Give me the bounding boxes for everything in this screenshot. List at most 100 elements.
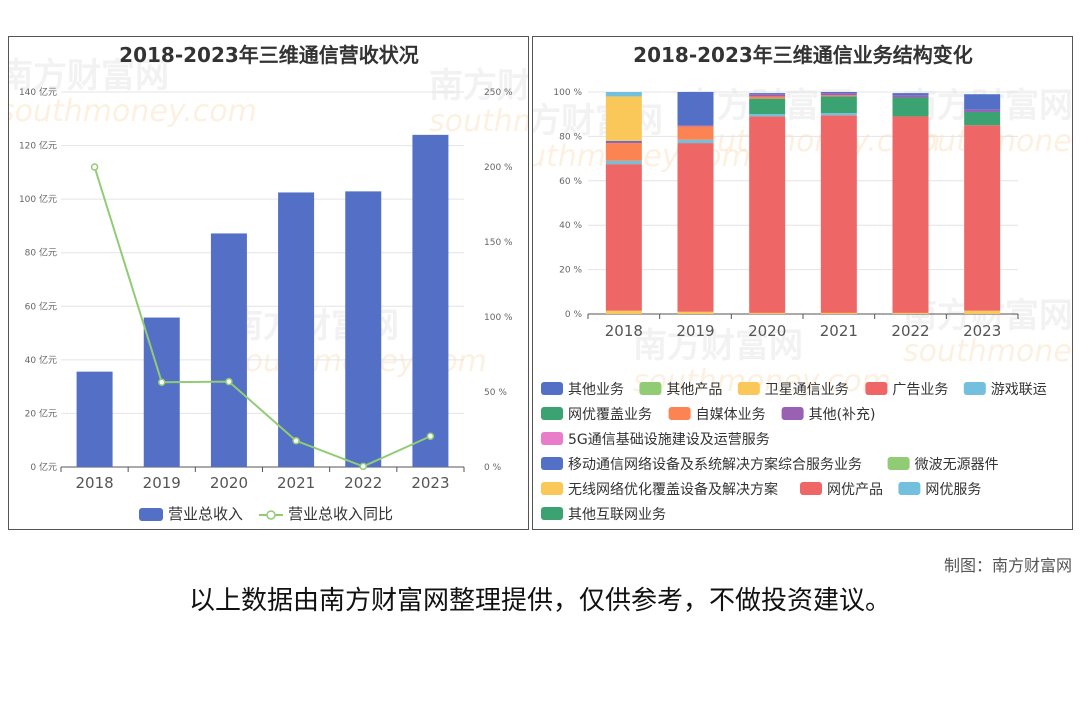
legend-label: 其他互联网业务 bbox=[568, 507, 666, 523]
legend-swatch bbox=[963, 382, 986, 395]
stack-segment bbox=[749, 98, 786, 115]
stack-segment bbox=[892, 312, 929, 314]
stack-segment bbox=[605, 143, 642, 161]
stack-segment bbox=[749, 116, 786, 313]
stack-segment bbox=[605, 96, 642, 141]
stack-segment bbox=[605, 92, 642, 97]
revenue-bar bbox=[278, 192, 315, 468]
stack-segment bbox=[677, 311, 714, 314]
legend-label: 网优服务 bbox=[925, 482, 981, 498]
legend-label: 广告业务 bbox=[892, 382, 948, 398]
legend-swatch bbox=[781, 407, 804, 420]
legend-label: 其他(补充) bbox=[809, 407, 876, 423]
stack-segment bbox=[820, 95, 857, 97]
revenue-bar bbox=[210, 233, 247, 467]
y-right-tick-label: 0 % bbox=[484, 463, 502, 473]
stack-segment bbox=[749, 114, 786, 117]
revenue-bar bbox=[76, 371, 113, 467]
y-left-tick-label: 100 亿元 bbox=[19, 193, 57, 205]
watermark-brand: 南方财富网 bbox=[429, 66, 529, 106]
revenue-chart-panel: 南方财富网southmoney.com南方财富网southmoney.com南方… bbox=[8, 36, 529, 530]
legend-swatch bbox=[800, 482, 822, 495]
watermark-site: southmoney.com bbox=[429, 104, 529, 139]
legend-swatch bbox=[887, 457, 910, 470]
y-tick-label: 0 % bbox=[565, 310, 583, 320]
stack-segment bbox=[677, 125, 714, 127]
x-tick-label: 2021 bbox=[820, 322, 858, 340]
x-tick-label: 2019 bbox=[143, 474, 181, 492]
stack-segment bbox=[964, 310, 1001, 314]
revenue-bar bbox=[345, 191, 382, 467]
stack-segment bbox=[749, 312, 786, 314]
x-tick-label: 2023 bbox=[963, 322, 1001, 340]
stack-segment bbox=[820, 96, 857, 114]
legend-swatch bbox=[541, 482, 563, 495]
legend-swatch bbox=[737, 382, 760, 395]
x-tick-label: 2019 bbox=[676, 322, 714, 340]
chart-credit: 制图：南方财富网 bbox=[943, 556, 1072, 575]
y-left-tick-label: 0 亿元 bbox=[30, 461, 57, 473]
stack-segment bbox=[677, 92, 714, 126]
legend-label-revenue: 营业总收入 bbox=[168, 505, 243, 523]
legend-label: 5G通信基础设施建设及运营服务 bbox=[568, 431, 770, 448]
legend-swatch bbox=[541, 432, 563, 445]
x-tick-label: 2018 bbox=[75, 474, 113, 492]
y-tick-label: 60 % bbox=[559, 177, 582, 187]
x-tick-label: 2020 bbox=[210, 474, 248, 492]
y-tick-label: 20 % bbox=[559, 266, 582, 276]
revenue-chart: 南方财富网southmoney.com南方财富网southmoney.com南方… bbox=[9, 43, 529, 523]
legend-swatch bbox=[668, 407, 691, 420]
watermark-site: southmoney.com bbox=[9, 94, 257, 129]
legend-swatch bbox=[541, 382, 563, 395]
legend-swatch bbox=[898, 482, 921, 495]
stack-segment bbox=[820, 93, 857, 96]
y-left-tick-label: 140 亿元 bbox=[19, 86, 57, 98]
y-right-tick-label: 200 % bbox=[484, 163, 513, 173]
legend-label: 游戏联运 bbox=[991, 382, 1047, 398]
watermark-site: southmoney.com bbox=[533, 139, 751, 174]
stack-segment bbox=[964, 125, 1001, 311]
yoy-point bbox=[292, 437, 300, 445]
y-right-tick-label: 150 % bbox=[484, 238, 513, 248]
legend-swatch bbox=[541, 507, 563, 520]
y-left-tick-label: 80 亿元 bbox=[25, 247, 57, 259]
y-left-tick-label: 40 亿元 bbox=[25, 354, 57, 366]
stack-segment bbox=[605, 310, 642, 314]
legend-label: 移动通信网络设备及系统解决方案综合服务业务 bbox=[568, 456, 862, 473]
stack-segment bbox=[820, 113, 857, 116]
legend-label: 卫星通信业务 bbox=[765, 382, 849, 398]
legend-swatch bbox=[865, 382, 888, 395]
legend-label: 其他业务 bbox=[568, 382, 624, 398]
legend-swatch bbox=[541, 457, 563, 470]
stack-segment bbox=[749, 93, 786, 95]
legend-swatch-revenue bbox=[139, 508, 163, 521]
legend-label-yoy: 营业总收入同比 bbox=[288, 505, 393, 523]
yoy-point bbox=[225, 377, 233, 386]
legend-swatch bbox=[639, 382, 662, 395]
y-left-tick-label: 60 亿元 bbox=[25, 300, 57, 312]
stack-segment bbox=[964, 94, 1001, 110]
stack-segment bbox=[605, 141, 642, 144]
x-tick-label: 2022 bbox=[344, 474, 382, 492]
yoy-point bbox=[359, 462, 367, 471]
chart-title: 2018-2023年三维通信业务结构变化 bbox=[633, 43, 973, 67]
stack-segment bbox=[749, 96, 786, 99]
business-structure-chart-panel: 南方财富网southmoney.com南方财富网southmoney.com南方… bbox=[532, 36, 1073, 530]
y-tick-label: 100 % bbox=[553, 88, 582, 98]
chart-title: 2018-2023年三维通信营收状况 bbox=[119, 43, 419, 67]
legend-marker-yoy bbox=[266, 510, 276, 520]
watermark-brand: 南方财富网 bbox=[533, 101, 663, 141]
legend-swatch bbox=[541, 407, 563, 420]
legend-label: 网优覆盖业务 bbox=[568, 407, 652, 423]
stack-segment bbox=[605, 164, 642, 311]
stack-segment bbox=[677, 139, 714, 144]
disclaimer-text: 以上数据由南方财富网整理提供，仅供参考，不做投资建议。 bbox=[188, 586, 891, 616]
watermark-site: southmoney.com bbox=[633, 364, 891, 399]
x-tick-label: 2020 bbox=[748, 322, 786, 340]
stack-segment bbox=[892, 95, 929, 98]
stack-segment bbox=[749, 94, 786, 97]
stack-segment bbox=[892, 97, 929, 117]
stack-segment bbox=[605, 160, 642, 165]
y-left-tick-label: 120 亿元 bbox=[19, 140, 57, 152]
